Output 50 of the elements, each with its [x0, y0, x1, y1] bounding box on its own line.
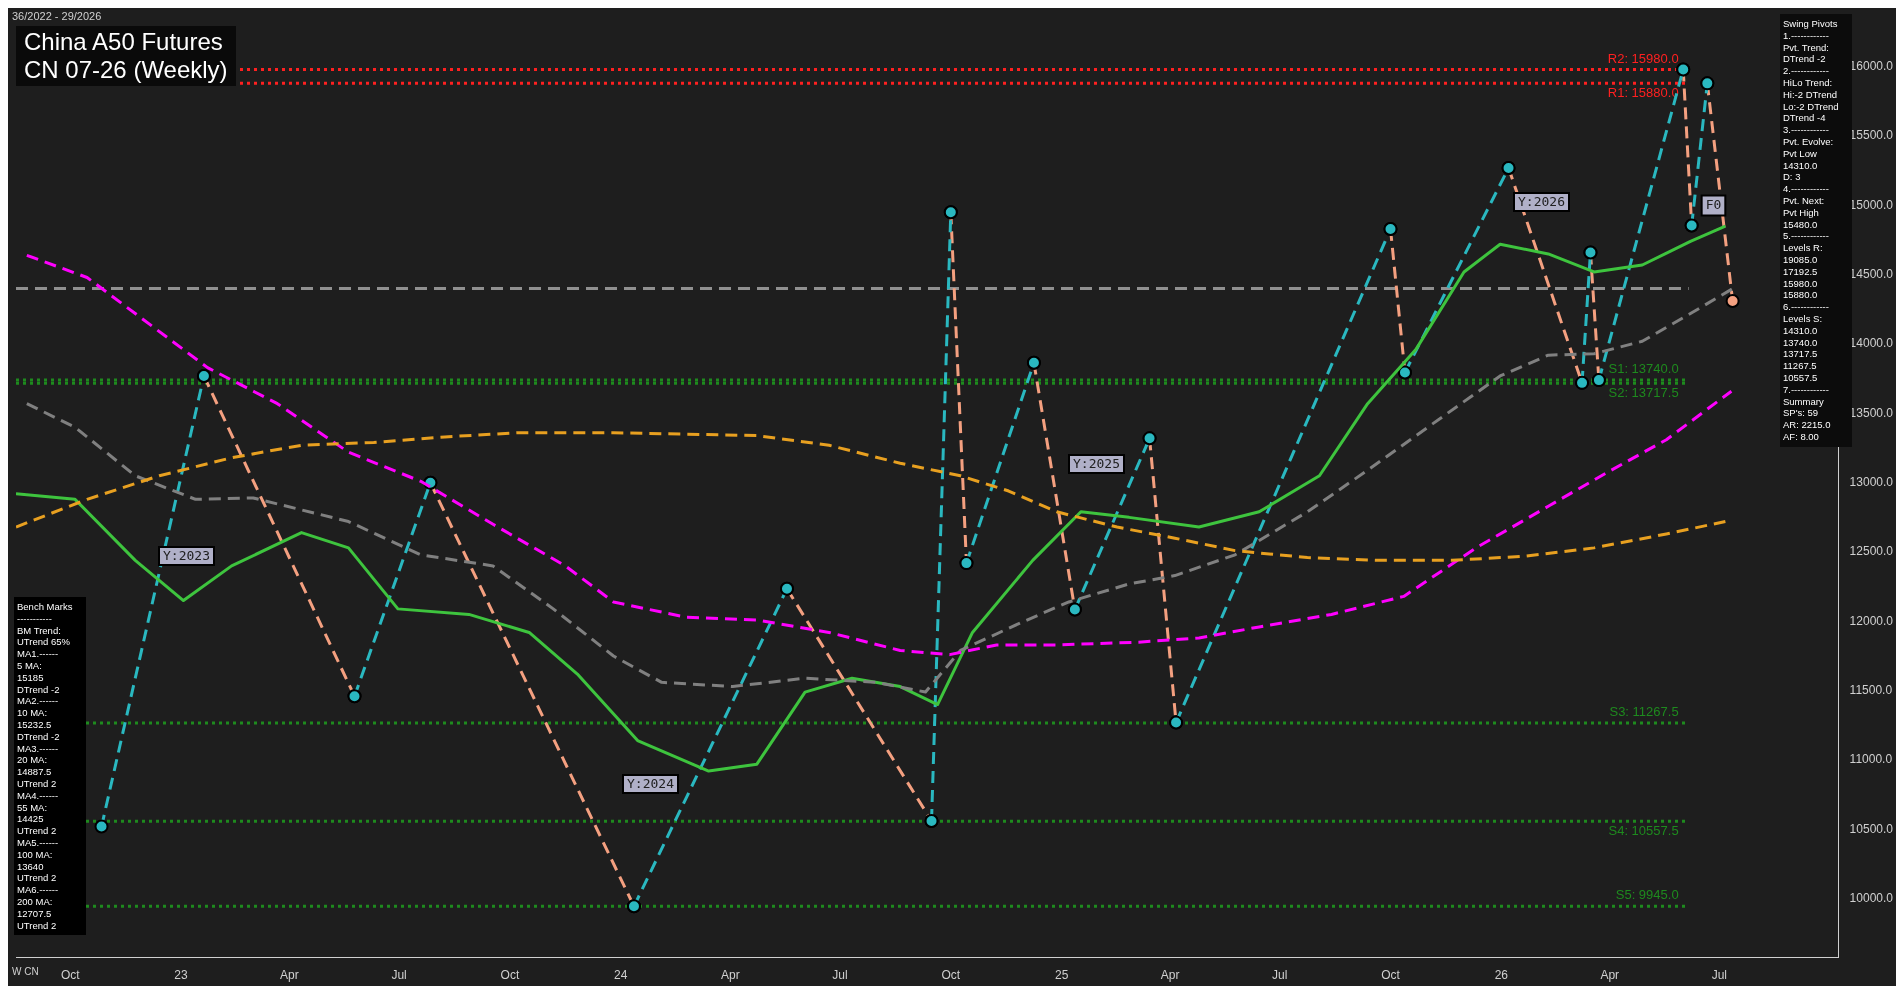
y-tick-label: 13000.0 [1849, 475, 1894, 490]
ref-line-label: S3: 11267.5 [1609, 704, 1679, 719]
y-tick-label: 10000.0 [1849, 890, 1894, 905]
y-tick-label: 14000.0 [1849, 336, 1894, 351]
ref-line-label: S2: 13717.5 [1608, 385, 1679, 401]
y-tick-label: 14500.0 [1849, 267, 1894, 282]
line-series [16, 431, 1727, 562]
text: Swing Pivots 1.------------ Pvt. Trend: DTrend -2 2.------------ HiLo Trend: Hi:-2 DTrend Lo:-2 DTrend DTrend -4 3.------------ Pvt. Evolve: Pvt Low 14310.0 D: 3 4.------------ Pvt. Next: Pvt High 15480.0 5.------------ Levels R: 19085.0 17192.5 15980.0 15880.0 6.------------ Levels S: 14310.0 13740.0 13717.5 11267.5 10557.5 7.------------ Summary SP's: 59 AR: 2215.0 AF: 8.00 [1783, 18, 1839, 442]
x-tick-label: Oct [941, 968, 961, 983]
annotation: Y:2024 [622, 774, 679, 794]
x-tick-label: Apr [721, 968, 740, 983]
ref-line-label: S4: 10557.5 [1608, 823, 1679, 839]
y-tick-label: 11000.0 [1849, 752, 1893, 767]
ref-line-label: S5: 9945.0 [1615, 887, 1679, 903]
text: CN 07-26 (Weekly) [24, 56, 228, 84]
x-tick-label: Jul [832, 968, 848, 983]
annotation: Y:2023 [158, 546, 215, 566]
chart-title: China A50 Futures [24, 28, 224, 56]
x-tick-label: Jul [1711, 968, 1728, 983]
x-tick-label: 25 [1054, 968, 1069, 983]
x-tick-label: 24 [614, 968, 628, 983]
annotation: Y:2025 [1068, 454, 1125, 474]
x-tick-label: Oct [60, 968, 81, 983]
annotation: F0 [1705, 196, 1722, 212]
y-tick-label: 12500.0 [1849, 544, 1894, 559]
x-tick-label: Oct [500, 968, 520, 983]
y-tick-label: 12000.0 [1849, 613, 1894, 628]
y-tick-label: 10500.0 [1849, 821, 1894, 836]
x-tick-label: 26 [1494, 968, 1509, 983]
annotation: 36/2022 - 29/2026 [12, 10, 102, 22]
y-tick-label: 11500.0 [1849, 683, 1893, 697]
x-tick-label: Apr [280, 968, 299, 983]
y-tick-label: 15000.0 [1849, 197, 1894, 212]
x-tick-label: Jul [1272, 968, 1288, 983]
x-tick-label: Jul [391, 968, 407, 983]
ref-line-label: R2: 15980.0 [1607, 50, 1679, 66]
ref-line-label: R1: 15880.0 [1607, 85, 1679, 101]
y-tick-label: 15500.0 [1849, 128, 1894, 143]
text: W CN [12, 966, 39, 977]
x-tick-label: 23 [174, 968, 189, 983]
point [1725, 294, 1740, 309]
point [94, 819, 109, 834]
text: Bench Marks ----------- BM Trend: UTrend 65% MA1.------ 5 MA: 15185 DTrend -2 MA2.------ 10 MA: 15232.5 DTrend -2 MA3.------ 20 MA: 14887.5 UTrend 2 MA4.------ 55 MA: 14425 UTrend 2 MA5.------ 100 MA: 13640 UTrend 2 MA6.------ 200 MA: 12707.5 UTrend 2 [17, 601, 73, 931]
x-tick-label: Apr [1160, 968, 1180, 983]
y-tick-label: 13500.0 [1849, 405, 1894, 420]
annotation: Y:2026 [1513, 192, 1570, 212]
x-tick-label: Apr [1600, 968, 1620, 983]
y-tick-label: 16000.0 [1849, 59, 1894, 74]
x-tick-label: Oct [1381, 968, 1401, 983]
ref-line-label: S1: 13740.0 [1608, 361, 1679, 377]
